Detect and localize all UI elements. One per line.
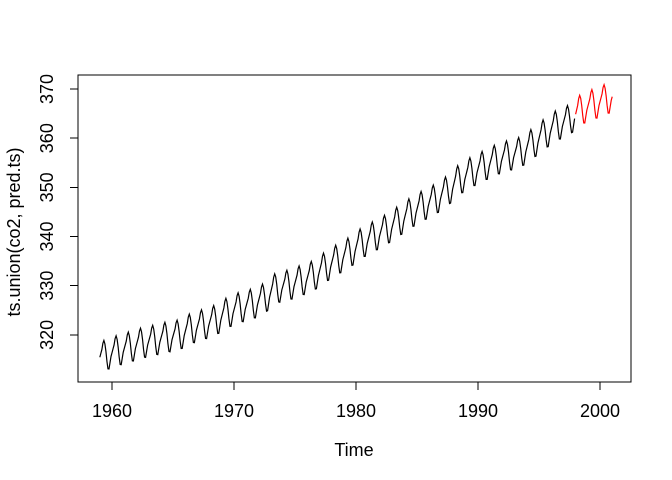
y-tick-label: 320 [37, 320, 57, 350]
y-tick-label: 360 [37, 123, 57, 153]
co2-series-line [99, 103, 576, 370]
x-tick-label: 1960 [92, 401, 132, 421]
plot-box [77, 74, 632, 383]
x-tick-label: 1990 [458, 401, 498, 421]
chart-layer: 1960 1970 1980 1990 2000 320 330 340 350 360 370 [37, 74, 632, 421]
x-tick-label: 1980 [336, 401, 376, 421]
prediction-series-line [575, 82, 613, 124]
y-tick-label: 330 [37, 271, 57, 301]
y-axis-title: ts.union(co2, pred.ts) [4, 147, 24, 316]
x-tick-label: 1970 [214, 401, 254, 421]
y-tick-label: 370 [37, 74, 57, 104]
y-tick-label: 340 [37, 221, 57, 251]
x-tick-label: 2000 [580, 401, 620, 421]
x-axis-title: Time [334, 440, 373, 460]
y-tick-label: 350 [37, 172, 57, 202]
